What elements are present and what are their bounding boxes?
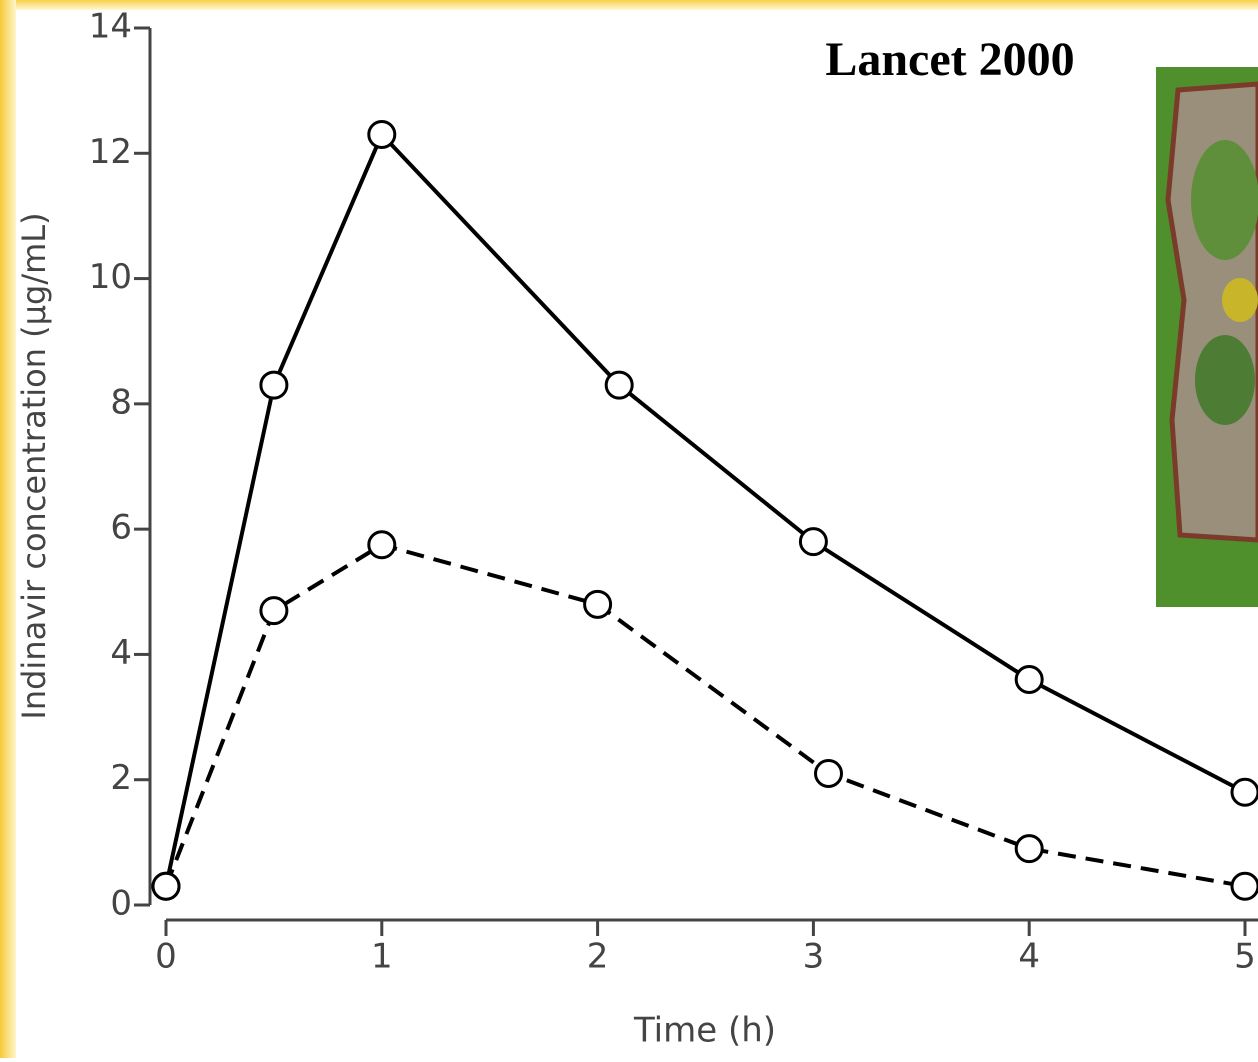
y-tick-label: 14 (89, 7, 132, 47)
data-point (151, 871, 181, 901)
left-border (0, 0, 16, 1058)
data-point (1014, 664, 1044, 694)
x-tick-label: 5 (1234, 937, 1256, 977)
y-tick-label: 4 (110, 633, 132, 673)
x-axis-label: Time (h) (633, 1011, 776, 1051)
x-tick-label: 4 (1018, 937, 1040, 977)
chart-title: Lancet 2000 (825, 33, 1074, 86)
data-point (798, 527, 828, 557)
data-point (583, 589, 613, 619)
data-point (1230, 777, 1258, 807)
x-tick-label: 2 (587, 937, 609, 977)
data-point (259, 596, 289, 626)
data-point (1230, 871, 1258, 901)
y-tick-label: 10 (89, 257, 132, 297)
y-tick-label: 6 (110, 508, 132, 548)
data-point (367, 119, 397, 149)
data-point (1014, 834, 1044, 864)
x-tick-label: 3 (803, 937, 825, 977)
top-border (0, 0, 1258, 10)
data-point (259, 370, 289, 400)
y-axis-label: Indinavir concentration (µg/mL) (15, 212, 53, 719)
y-tick-label: 2 (110, 758, 132, 798)
y-tick-label: 0 (110, 884, 132, 924)
y-tick-label: 12 (89, 132, 132, 172)
x-tick-label: 0 (155, 937, 177, 977)
data-point (367, 530, 397, 560)
data-point (814, 758, 844, 788)
data-point (604, 370, 634, 400)
photo (1156, 67, 1258, 607)
y-tick-label: 8 (110, 382, 132, 422)
x-tick-label: 1 (371, 937, 393, 977)
